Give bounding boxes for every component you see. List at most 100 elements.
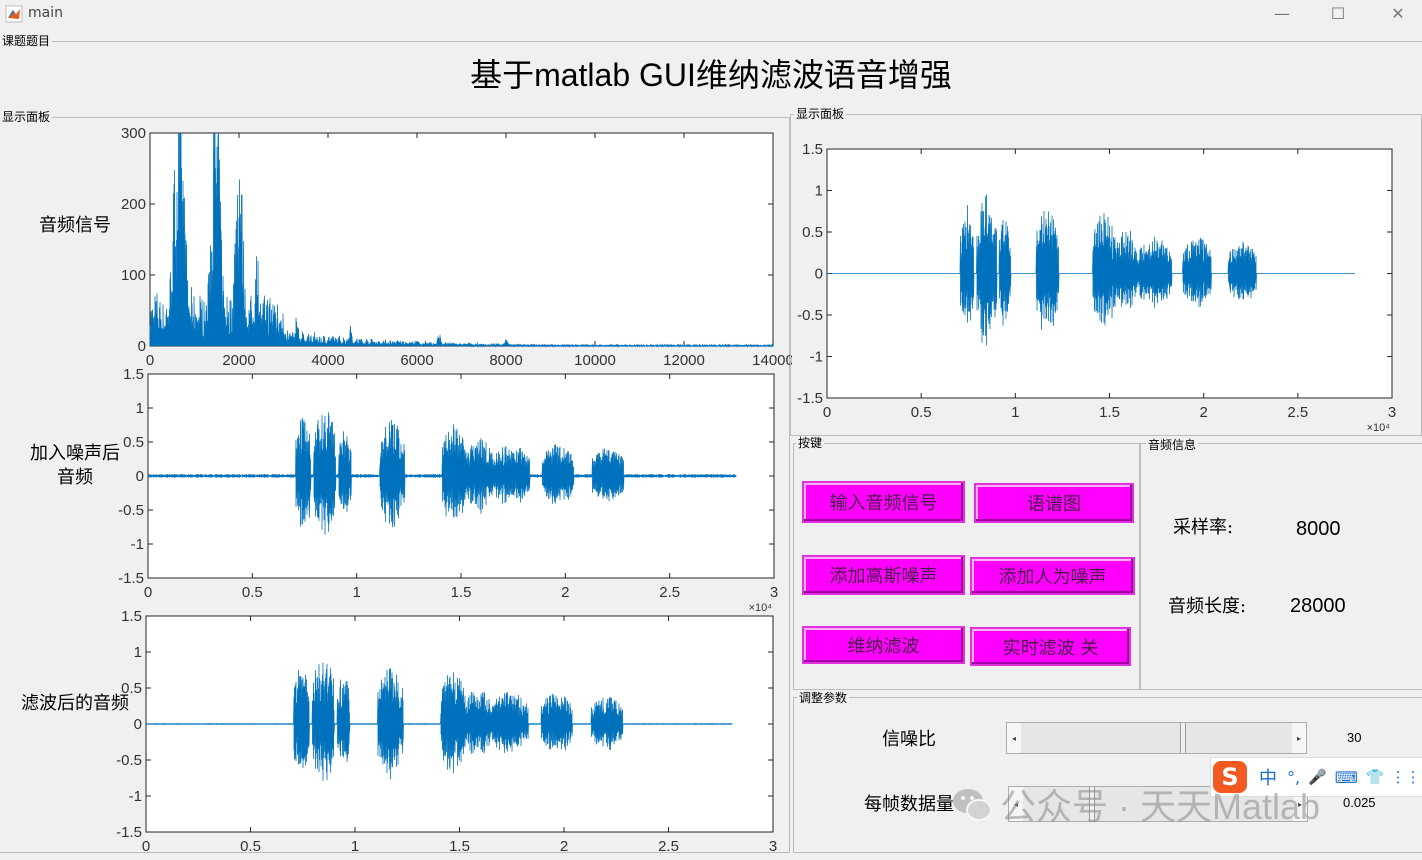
plot1-ytick-label: 0 bbox=[138, 338, 146, 355]
frame-size-value: 0.025 bbox=[1343, 795, 1376, 810]
plot1-xtick-label: 12000 bbox=[663, 352, 705, 369]
plot3-waveform bbox=[145, 662, 733, 781]
input-audio-button[interactable]: 输入音频信号 bbox=[802, 481, 965, 523]
ime-chinese-mode[interactable]: 中 bbox=[1259, 768, 1277, 789]
window-title: main bbox=[28, 5, 63, 21]
add-gaussian-noise-button[interactable]: 添加高斯噪声 bbox=[802, 555, 965, 595]
plot2-ytick-label: -0.5 bbox=[118, 502, 144, 519]
plot2-waveform bbox=[147, 412, 737, 535]
watermark: 公众号 · 天天Matlab bbox=[950, 778, 1320, 830]
topic-panel bbox=[0, 41, 1422, 101]
microphone-icon[interactable]: 🎤 bbox=[1308, 768, 1327, 786]
plot4-ytick-label: 1.5 bbox=[802, 141, 823, 158]
audio-length-value: 28000 bbox=[1290, 595, 1346, 617]
keys-panel bbox=[793, 443, 1140, 690]
plot2-ytick-label: 0.5 bbox=[123, 434, 144, 451]
info-panel bbox=[1140, 443, 1422, 690]
ime-punctuation-icon[interactable]: °, bbox=[1287, 767, 1301, 787]
snr-value: 30 bbox=[1347, 730, 1362, 745]
sample-rate-label: 采样率: bbox=[1173, 517, 1234, 538]
wiener-filter-button[interactable]: 维纳滤波 bbox=[802, 626, 965, 664]
keyboard-icon[interactable]: ⌨ bbox=[1334, 767, 1358, 787]
plot3-xtick-label: 2 bbox=[560, 838, 568, 855]
plot4-xtick-label: 0.5 bbox=[911, 404, 932, 421]
plot3-xtick-label: 1.5 bbox=[449, 838, 470, 855]
filtered-audio-plot: 1.510.50-0.5-1-1.50 0.5 1 1.5 2 2.5 3 bbox=[116, 608, 777, 855]
keys-panel-label: 按键 bbox=[796, 436, 825, 450]
plot1-xtick-label: 14000 bbox=[752, 352, 792, 369]
plot3-ytick-label: -1.5 bbox=[116, 824, 142, 841]
plot4-xtick-label: 2 bbox=[1199, 404, 1207, 421]
slider-right-arrow-icon[interactable]: ▸ bbox=[1292, 723, 1306, 753]
noisy-audio-plot: 1.510.50-0.5-1-1.50 0.5 1 1.5 2 2.5 3×10⁴ bbox=[118, 366, 778, 614]
plot2-xtick-label: 3 bbox=[770, 584, 778, 601]
wechat-logo-icon bbox=[953, 789, 992, 821]
plot2-xtick-label: 2.5 bbox=[659, 584, 680, 601]
ime-toolbar[interactable]: S 中 °, 🎤 ⌨ 👕 ⋮⋮ bbox=[1210, 757, 1422, 797]
plot2-xtick-label: 1 bbox=[352, 584, 360, 601]
plot4-ytick-label: 0.5 bbox=[802, 224, 823, 241]
plot4-ytick-label: 1 bbox=[815, 183, 823, 200]
snr-label: 信噪比 bbox=[882, 729, 936, 750]
realtime-filter-toggle[interactable]: 实时滤波 关 bbox=[970, 627, 1131, 666]
left-display-panel bbox=[0, 117, 790, 853]
plot4-xtick-label: 3 bbox=[1388, 404, 1396, 421]
plot2-xtick-label: 0 bbox=[144, 584, 152, 601]
minimize-button[interactable]: — bbox=[1274, 4, 1290, 23]
add-artificial-noise-button[interactable]: 添加人为噪声 bbox=[970, 557, 1135, 595]
plot1-ytick-label: 200 bbox=[121, 196, 146, 213]
slider-thumb[interactable] bbox=[1089, 787, 1095, 821]
params-panel bbox=[793, 697, 1422, 853]
plot1-ytick-label: 100 bbox=[121, 267, 146, 284]
snr-slider[interactable]: ◂ ▸ bbox=[1006, 722, 1307, 754]
plot2-ytick-label: -1.5 bbox=[118, 570, 144, 587]
plot4-xtick-label: 0 bbox=[823, 404, 831, 421]
plot2-ylabel: 加入噪声后 音频 bbox=[30, 443, 120, 488]
slider-left-arrow-icon[interactable]: ◂ bbox=[1009, 787, 1023, 821]
info-panel-label: 音频信息 bbox=[1146, 438, 1199, 452]
close-button[interactable]: ✕ bbox=[1391, 4, 1405, 23]
plot4-ytick-label: 0 bbox=[815, 266, 823, 283]
plot3-xtick-label: 0 bbox=[142, 838, 150, 855]
plot3-ytick-label: 0 bbox=[134, 716, 142, 733]
plot2-xtick-label: 2 bbox=[561, 584, 569, 601]
skin-shirt-icon[interactable]: 👕 bbox=[1365, 768, 1385, 786]
slider-thumb[interactable] bbox=[1180, 723, 1186, 753]
plot1-xtick-label: 4000 bbox=[311, 352, 344, 369]
frame-size-label: 每帧数据量 bbox=[864, 794, 954, 815]
plot1-ytick-label: 300 bbox=[121, 125, 146, 142]
sogou-logo-icon[interactable]: S bbox=[1213, 761, 1247, 793]
slider-left-arrow-icon[interactable]: ◂ bbox=[1007, 723, 1021, 753]
plot4-xtick-label: 2.5 bbox=[1287, 404, 1308, 421]
plot2-ytick-label: 1 bbox=[136, 400, 144, 417]
plot4-waveform bbox=[827, 194, 1355, 346]
ime-grid-icon[interactable]: ⋮⋮ bbox=[1390, 768, 1421, 786]
plot3-xtick-label: 2.5 bbox=[658, 838, 679, 855]
maximize-button[interactable]: ☐ bbox=[1330, 4, 1346, 23]
plot3-ytick-label: -1 bbox=[129, 788, 142, 805]
plot3-xtick-label: 3 bbox=[769, 838, 777, 855]
plot1-xtick-label: 2000 bbox=[222, 352, 255, 369]
plot3-ytick-label: 1 bbox=[134, 644, 142, 661]
plot4-ytick-label: -0.5 bbox=[797, 307, 823, 324]
plot1-xtick-label: 8000 bbox=[489, 352, 522, 369]
plot1-ylabel: 音频信号 bbox=[39, 215, 111, 236]
plot4-xtick-label: 1 bbox=[1011, 404, 1019, 421]
matlab-logo-icon bbox=[5, 5, 23, 23]
sample-rate-value: 8000 bbox=[1296, 518, 1341, 540]
plot2-ytick-label: -1 bbox=[131, 536, 144, 553]
plot4-xtick-label: 1.5 bbox=[1099, 404, 1120, 421]
plot3-ytick-label: 1.5 bbox=[121, 608, 142, 625]
topic-panel-label: 课题题目 bbox=[0, 34, 53, 48]
spectrogram-button[interactable]: 语谱图 bbox=[974, 483, 1134, 523]
plot2-xtick-label: 1.5 bbox=[451, 584, 472, 601]
plot1-spectrum-line bbox=[149, 132, 774, 348]
window-titlebar: main — ☐ ✕ bbox=[0, 0, 1422, 30]
left-panel-label: 显示面板 bbox=[0, 110, 53, 124]
plot3-xtick-label: 0.5 bbox=[240, 838, 261, 855]
plot1-xtick-label: 6000 bbox=[400, 352, 433, 369]
plot3-ytick-label: -0.5 bbox=[116, 752, 142, 769]
right-plots-svg: 1.510.50-0.5-1-1.50 0.5 1 1.5 2 2.5 3×10⁴ bbox=[797, 141, 1396, 434]
